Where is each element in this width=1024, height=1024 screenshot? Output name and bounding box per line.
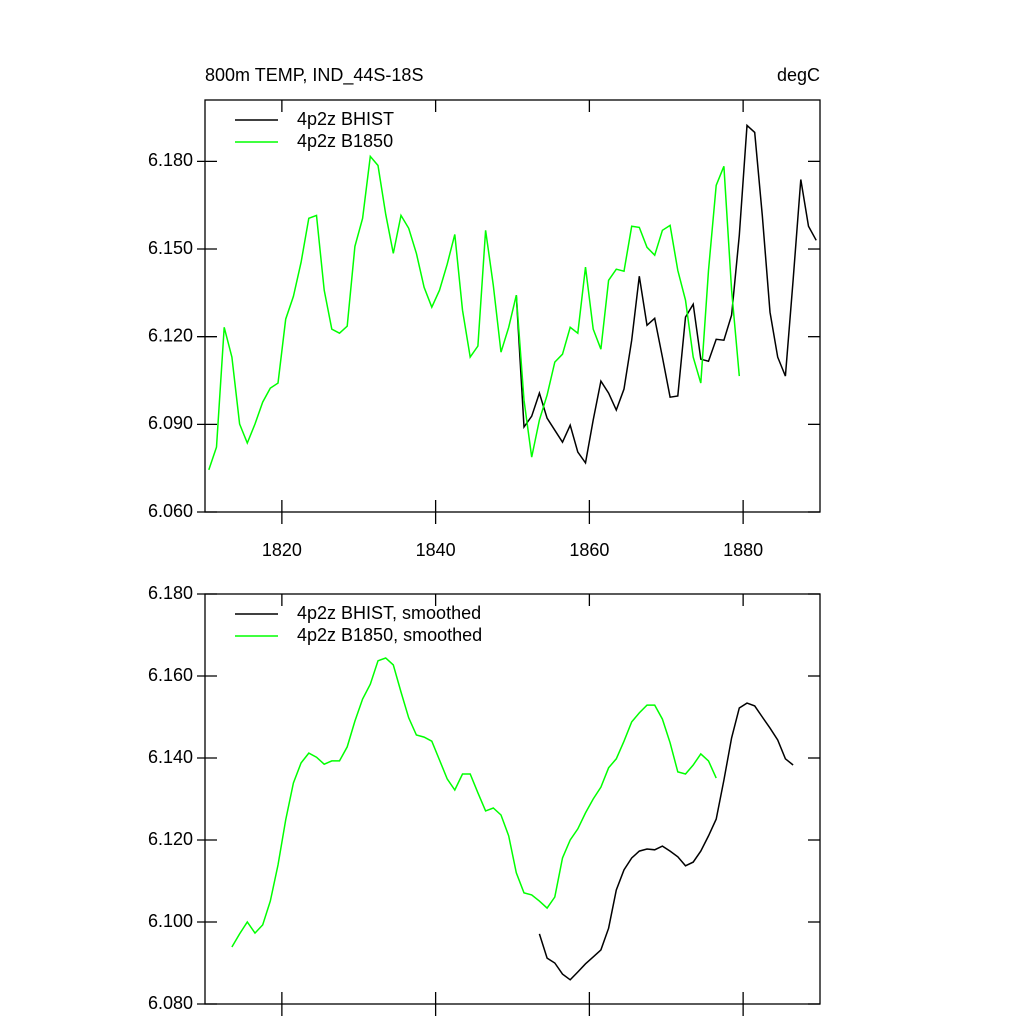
- y-tick-label: 6.180: [148, 583, 193, 603]
- legend-label: 4p2z B1850, smoothed: [297, 625, 482, 645]
- plot-frame: [204, 99, 821, 513]
- y-tick-label: 6.140: [148, 747, 193, 767]
- x-tick-label: 1860: [569, 540, 609, 560]
- y-tick-label: 6.160: [148, 665, 193, 685]
- x-tick-label: 1820: [262, 540, 302, 560]
- y-tick-label: 6.120: [148, 829, 193, 849]
- series-line: [515, 123, 817, 465]
- legend-label: 4p2z B1850: [297, 131, 393, 151]
- series-line: [208, 154, 741, 471]
- units-label: degC: [777, 65, 820, 85]
- legend-label: 4p2z BHIST: [297, 109, 394, 129]
- x-tick-label: 1840: [416, 540, 456, 560]
- y-tick-label: 6.090: [148, 413, 193, 433]
- series-line: [231, 657, 717, 948]
- y-tick-label: 6.120: [148, 325, 193, 345]
- plot-frame: [204, 593, 821, 1005]
- y-tick-label: 6.180: [148, 150, 193, 170]
- series-line: [538, 702, 794, 981]
- y-tick-label: 6.150: [148, 238, 193, 258]
- chart-title: 800m TEMP, IND_44S-18S: [205, 65, 423, 86]
- y-tick-label: 6.100: [148, 911, 193, 931]
- y-tick-label: 6.060: [148, 501, 193, 521]
- x-tick-label: 1880: [723, 540, 763, 560]
- legend-label: 4p2z BHIST, smoothed: [297, 603, 481, 623]
- y-tick-label: 6.080: [148, 993, 193, 1013]
